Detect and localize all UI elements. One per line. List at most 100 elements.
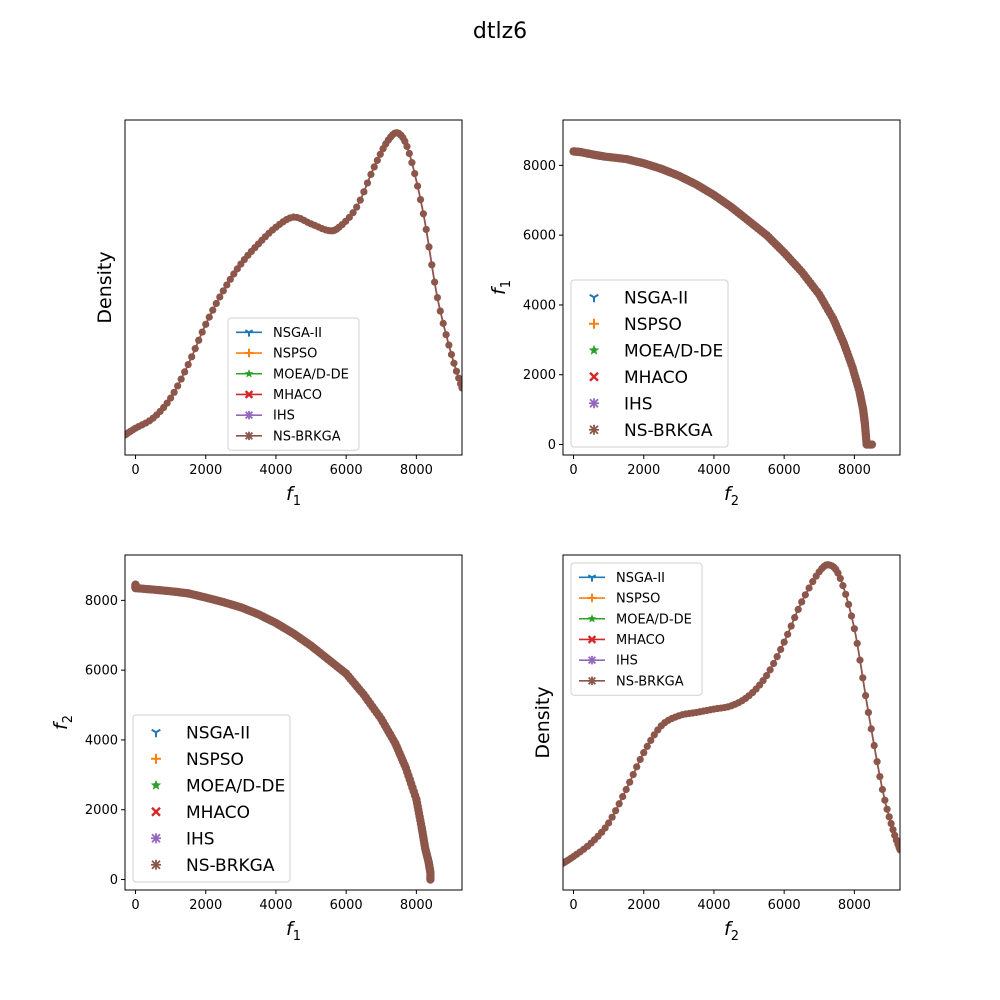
density-marker: [605, 819, 613, 827]
density-marker: [419, 210, 427, 218]
legend-label: IHS: [616, 654, 638, 669]
y-tick-label: 8000: [85, 594, 118, 609]
density-marker: [876, 772, 884, 781]
x-tick-label: 8000: [400, 898, 433, 913]
x-tick-label: 2000: [627, 898, 660, 913]
legend-item: MHACO: [236, 388, 322, 403]
density-marker: [787, 622, 795, 630]
legend-marker: [244, 410, 254, 420]
y-tick-label: 4000: [523, 298, 556, 313]
legend-item: MOEA/D-DE: [588, 341, 723, 361]
legend-item: MOEA/D-DE: [150, 776, 285, 796]
density-marker: [433, 293, 442, 302]
legend-item: IHS: [589, 394, 653, 414]
legend-marker: [589, 293, 599, 303]
density-marker: [805, 584, 813, 592]
density-marker: [794, 605, 802, 614]
legend-label: NS-BRKGA: [624, 421, 713, 441]
density-marker: [442, 331, 450, 339]
legend-label: MOEA/D-DE: [616, 612, 692, 627]
legend-label: MOEA/D-DE: [624, 341, 723, 361]
legend-label: NSPSO: [616, 592, 660, 607]
density-marker: [766, 666, 774, 674]
legend-marker: [244, 431, 254, 441]
legend-marker: [589, 398, 599, 409]
density-marker: [777, 645, 785, 654]
density-marker: [353, 203, 361, 211]
density-marker: [436, 307, 444, 315]
legend-label: NS-BRKGA: [616, 674, 684, 689]
density-marker: [870, 741, 878, 750]
x-tick-label: 8000: [838, 898, 871, 913]
legend-marker: [587, 593, 597, 603]
x-tick-label: 6000: [768, 463, 801, 478]
density-marker: [873, 758, 881, 766]
density-marker: [629, 770, 637, 779]
x-tick-label: 0: [131, 463, 139, 478]
legend-frame: [570, 562, 703, 696]
density-marker: [896, 846, 900, 854]
density-marker: [174, 382, 182, 390]
legend-label: NS-BRKGA: [186, 856, 275, 876]
density-marker: [181, 368, 189, 376]
density-marker: [770, 659, 778, 668]
density-marker: [850, 625, 858, 633]
density-marker: [647, 736, 655, 745]
density-marker: [363, 179, 372, 187]
density-marker: [425, 243, 433, 251]
y-axis-label: Density: [94, 251, 116, 323]
density-marker: [416, 195, 425, 204]
density-marker: [836, 574, 844, 583]
plot-area: [569, 147, 877, 449]
legend-frame: [570, 279, 729, 448]
density-marker: [223, 281, 231, 289]
density-marker: [773, 653, 781, 661]
density-marker: [878, 785, 887, 794]
density-marker: [195, 336, 203, 344]
legend-item: IHS: [236, 409, 295, 424]
legend-frame: [227, 317, 360, 451]
legend-marker: [589, 318, 599, 329]
density-marker: [367, 170, 375, 179]
density-marker: [636, 755, 644, 764]
x-tick-label: 2000: [189, 463, 222, 478]
density-marker: [798, 598, 806, 606]
legend-label: MHACO: [624, 368, 688, 388]
legend-label: MHACO: [186, 803, 250, 823]
legend-label: IHS: [273, 409, 295, 424]
x-tick-label: 4000: [259, 898, 292, 913]
x-axis-label: f2: [724, 918, 739, 944]
x-tick-label: 4000: [697, 898, 730, 913]
density-marker: [360, 188, 368, 196]
y-tick-label: 6000: [523, 229, 556, 244]
legend-item: MOEA/D-DE: [236, 367, 349, 382]
x-tick-label: 4000: [259, 463, 292, 478]
legend-marker: [587, 614, 597, 623]
legend-marker: [151, 728, 161, 738]
density-marker: [759, 677, 767, 685]
y-tick-label: 6000: [85, 664, 118, 679]
legend-label: MOEA/D-DE: [186, 776, 285, 796]
legend-item: NS-BRKGA: [579, 674, 684, 689]
legend-marker: [151, 753, 161, 764]
legend-item: NSGA-II: [236, 326, 322, 341]
plot-area: [125, 129, 462, 439]
density-marker: [612, 807, 620, 815]
legend: NSGA-II NSPSO MOEA/D-DE MHACO IHS NS-BRKGA: [570, 279, 729, 448]
density-marker: [445, 341, 453, 349]
legend-label: NSGA-II: [616, 571, 665, 586]
density-marker: [847, 612, 856, 620]
legend-marker: [150, 779, 162, 790]
density-marker: [431, 278, 439, 286]
density-marker: [209, 306, 217, 314]
density-marker: [216, 293, 224, 301]
legend-marker: [244, 329, 254, 337]
density-marker: [619, 793, 627, 801]
legend-marker: [589, 371, 599, 382]
density-marker: [640, 749, 648, 757]
axes-frame: [562, 554, 901, 891]
density-marker: [450, 359, 458, 367]
density-marker: [887, 819, 895, 828]
density-marker: [801, 591, 809, 599]
legend-marker: [244, 390, 254, 399]
